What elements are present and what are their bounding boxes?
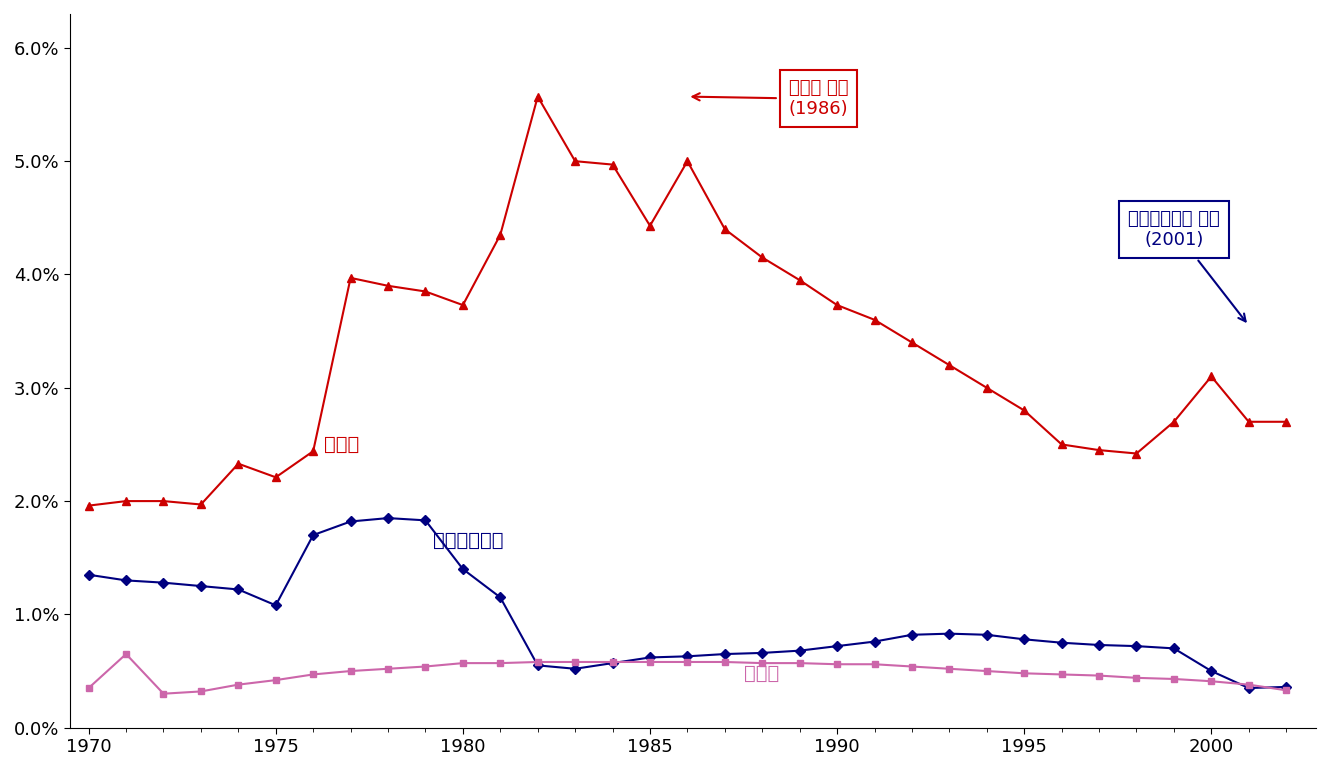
Text: 리비아 공습
(1986): 리비아 공습 (1986) <box>693 79 849 119</box>
Text: 아프가니스탄 공격
(2001): 아프가니스탄 공격 (2001) <box>1128 209 1246 321</box>
Text: 아프가니스탄: 아프가니스탄 <box>434 531 504 551</box>
Text: 남아공: 남아공 <box>743 664 779 683</box>
Text: 리비아: 리비아 <box>325 435 359 454</box>
